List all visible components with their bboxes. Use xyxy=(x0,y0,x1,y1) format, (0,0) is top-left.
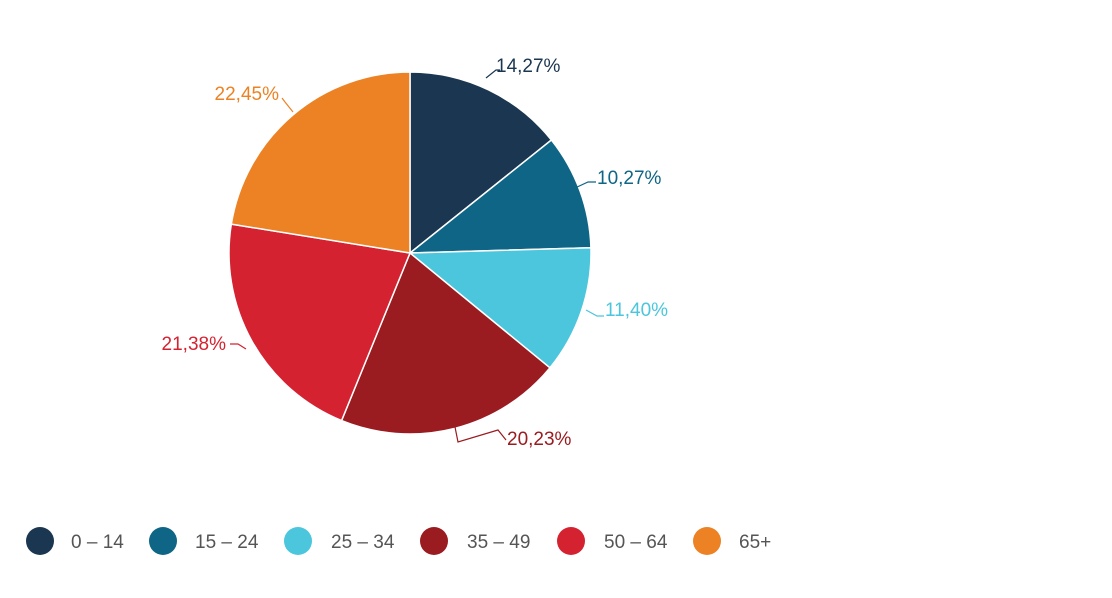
leader-line-35-49 xyxy=(454,426,507,443)
pie-slice-25-34[interactable] xyxy=(409,247,592,369)
data-label-0-14: 14,27% xyxy=(496,56,561,77)
pie-slices xyxy=(228,71,592,435)
legend-marker-25-34 xyxy=(284,527,312,555)
legend-marker-65plus xyxy=(693,527,721,555)
legend-item-65plus[interactable]: 65+ xyxy=(693,527,771,555)
legend-label-0-14: 0 – 14 xyxy=(71,532,124,553)
legend-item-25-34[interactable]: 25 – 34 xyxy=(284,527,395,555)
data-label-35-49: 20,23% xyxy=(507,429,572,450)
leader-line-50-64 xyxy=(230,343,247,350)
leader-line-15-24 xyxy=(574,181,596,189)
pie-slice-35-49[interactable] xyxy=(340,252,551,435)
legend-item-35-49[interactable]: 35 – 49 xyxy=(420,527,530,555)
legend-marker-50-64 xyxy=(557,527,585,555)
data-label-50-64: 21,38% xyxy=(162,334,227,355)
leader-line-0-14 xyxy=(485,69,500,79)
legend-label-35-49: 35 – 49 xyxy=(467,532,530,553)
pie-slice-0-14[interactable] xyxy=(409,71,553,254)
legend-label-65plus: 65+ xyxy=(739,532,771,553)
legend-item-50-64[interactable]: 50 – 64 xyxy=(557,527,668,555)
legend-marker-0-14 xyxy=(26,527,54,555)
legend-label-50-64: 50 – 64 xyxy=(604,532,668,553)
leader-line-25-34 xyxy=(585,309,604,317)
data-label-65plus: 22,45% xyxy=(215,84,280,105)
leader-lines xyxy=(230,69,604,443)
legend: 0 – 14 15 – 24 25 – 34 35 – 49 50 – 64 65+ xyxy=(26,527,771,555)
pie-slice-50-64[interactable] xyxy=(228,223,411,422)
legend-marker-15-24 xyxy=(149,527,177,555)
data-label-15-24: 10,27% xyxy=(597,168,662,189)
pie-slice-65plus[interactable] xyxy=(230,71,411,254)
data-labels: 14,27% 10,27% 11,40% 20,23% 21,38% 22,45% xyxy=(162,56,669,450)
data-label-25-34: 11,40% xyxy=(605,300,668,321)
legend-label-15-24: 15 – 24 xyxy=(195,532,259,553)
legend-item-0-14[interactable]: 0 – 14 xyxy=(26,527,124,555)
legend-label-25-34: 25 – 34 xyxy=(331,532,395,553)
leader-line-65plus xyxy=(281,97,294,113)
pie-slice-15-24[interactable] xyxy=(409,139,592,254)
legend-item-15-24[interactable]: 15 – 24 xyxy=(149,527,259,555)
legend-marker-35-49 xyxy=(420,527,448,555)
